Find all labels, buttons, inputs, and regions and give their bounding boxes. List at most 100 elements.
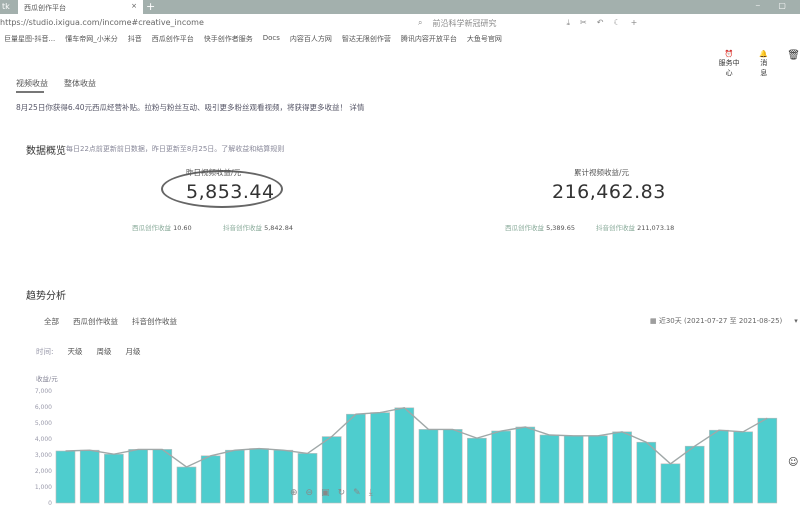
y-tick-label: 6,000 <box>35 404 52 411</box>
bar <box>539 434 560 504</box>
bar <box>442 429 463 504</box>
zoom-out-icon[interactable]: ⊖ <box>305 488 314 498</box>
y-tick-label: 1,000 <box>35 484 52 491</box>
time-granularity: 时间: 天级 周级 月级 <box>36 346 141 357</box>
plus-icon[interactable]: + <box>630 18 638 27</box>
undo-icon[interactable]: ↶ <box>596 18 604 27</box>
bar <box>394 407 415 504</box>
browser-tab-bar <box>0 0 800 14</box>
bar <box>200 455 221 504</box>
total-label: 累计视频收益/元 <box>574 168 630 177</box>
yesterday-label: 昨日视频收益/元 <box>186 168 242 177</box>
browser-search[interactable]: 前沿科学新冠研究 <box>432 19 497 28</box>
trend-title: 趋势分析 <box>26 291 66 302</box>
bar <box>612 431 632 504</box>
bar <box>55 450 76 504</box>
bar <box>225 449 245 504</box>
new-tab-icon[interactable]: + <box>146 0 156 13</box>
bar <box>563 435 584 504</box>
time-week[interactable]: 周级 <box>96 347 112 356</box>
bar <box>684 445 705 504</box>
bar <box>491 430 511 504</box>
service-icon: ⏰ <box>724 50 734 58</box>
zoom-in-icon[interactable]: ⊕ <box>290 488 298 498</box>
bar <box>104 453 124 504</box>
messages-label: 消息 <box>760 59 768 77</box>
browser-tab-prev[interactable]: tk <box>2 2 10 11</box>
browser-tab-active[interactable]: 西瓜创作平台 × <box>18 0 143 14</box>
bar <box>515 426 536 504</box>
tab-title: 西瓜创作平台 <box>24 4 66 12</box>
bar <box>128 449 148 504</box>
bookmark-item[interactable]: 大鱼号官网 <box>466 35 502 43</box>
tab-video-income[interactable]: 视频收益 <box>16 79 48 88</box>
bookmark-item[interactable]: 智达无限创作营 <box>341 35 391 43</box>
bar <box>249 448 269 504</box>
y-tick-label: 3,000 <box>35 452 52 459</box>
bookmark-item[interactable]: 懂车帝网_小米分 <box>65 35 118 43</box>
highlight-ellipse <box>161 170 283 208</box>
bar <box>733 431 753 504</box>
chevron-down-icon: ▾ <box>794 317 798 325</box>
y-tick-label: 5,000 <box>35 420 52 427</box>
messages-button[interactable]: 🔔 消息 <box>758 50 769 78</box>
download-icon[interactable]: ⤓ <box>566 18 571 27</box>
bookmark-item[interactable]: 快手创作者服务 <box>203 35 253 43</box>
bookmark-item[interactable]: 巨量星图-抖音... <box>4 35 56 43</box>
time-month[interactable]: 月级 <box>125 347 141 356</box>
bar <box>176 466 197 504</box>
time-label: 时间: <box>36 347 54 356</box>
bookmark-item[interactable]: 西瓜创作平台 <box>151 35 194 43</box>
chart-toolbar: ⊕ ⊖ ▣ ↻ ✎ ⤓ <box>290 488 373 498</box>
trash-icon[interactable]: 🗑 <box>787 50 800 61</box>
download-icon[interactable]: ⤓ <box>368 488 373 498</box>
active-tab-indicator <box>16 91 44 93</box>
bar <box>418 429 439 504</box>
bookmark-item[interactable]: Docs <box>262 34 280 42</box>
filter-douyin[interactable]: 抖音创作收益 <box>132 317 177 326</box>
browser-toolbar: ⌕ 前沿科学新冠研究 ⤓ ✂ ↶ ☾ + <box>418 18 637 29</box>
pencil-icon[interactable]: ✎ <box>353 488 361 498</box>
scissors-icon[interactable]: ✂ <box>580 18 587 27</box>
bar <box>370 412 390 504</box>
yesterday-xigua: 西瓜创作收益 10.60 <box>132 224 192 232</box>
close-icon[interactable]: × <box>131 2 137 10</box>
filter-xigua[interactable]: 西瓜创作收益 <box>73 317 118 326</box>
overview-subtitle: 每日22点前更新前日数据，昨日更新至8月25日。了解收益和结算规则 <box>66 145 285 153</box>
bookmark-item[interactable]: 腾讯内容开放平台 <box>400 35 457 43</box>
y-axis-label: 收益/元 <box>36 375 58 383</box>
bar <box>709 429 729 504</box>
time-day[interactable]: 天级 <box>67 347 83 356</box>
total-douyin: 抖音创作收益 211,073.18 <box>596 224 675 232</box>
bar <box>636 441 657 504</box>
tab-total-income[interactable]: 整体收益 <box>64 79 96 88</box>
y-tick-label: 2,000 <box>35 468 52 475</box>
reset-icon[interactable]: ▣ <box>321 488 330 498</box>
bell-icon: 🔔 <box>759 50 769 58</box>
search-icon[interactable]: ⌕ <box>418 18 423 27</box>
filter-all[interactable]: 全部 <box>44 317 59 326</box>
date-range-text: 近30天 (2021-07-27 至 2021-08-25) <box>658 317 783 325</box>
moon-icon[interactable]: ☾ <box>613 18 621 27</box>
calendar-icon: ▦ <box>650 317 659 325</box>
service-center-button[interactable]: ⏰ 服务中心 <box>718 50 740 78</box>
bar <box>79 449 100 504</box>
income-tabs: 视频收益 整体收益 <box>16 78 96 89</box>
overview-title: 数据概览 <box>26 146 66 157</box>
y-tick-label: 4,000 <box>35 436 52 443</box>
header-actions: ⏰ 服务中心 🔔 消息 🗑 <box>718 50 800 78</box>
feedback-icon[interactable]: ☺ <box>788 457 799 468</box>
bookmark-item[interactable]: 内容百人方网 <box>289 35 332 43</box>
refresh-icon[interactable]: ↻ <box>337 488 346 498</box>
address-bar[interactable]: https://studio.ixigua.com/income#creativ… <box>0 18 204 27</box>
total-value: 216,462.83 <box>552 181 666 203</box>
bookmark-item[interactable]: 抖音 <box>127 35 142 43</box>
bookmarks-bar: 巨量星图-抖音... 懂车帝网_小米分 抖音 西瓜创作平台 快手创作者服务 Docs 内容百… <box>4 34 502 44</box>
date-range-picker[interactable]: ▦ 近30天 (2021-07-27 至 2021-08-25) ▾ <box>650 316 798 326</box>
service-label: 服务中心 <box>718 59 740 77</box>
bar <box>467 437 487 504</box>
income-chart: 0 1,000 2,000 3,000 4,000 5,000 6,000 7,000 <box>35 388 778 507</box>
notice-text: 8月25日你获得6.40元西瓜经营补贴。拉粉与粉丝互动、吸引更多粉丝观看视频，将… <box>16 103 365 112</box>
window-controls[interactable]: ⎯ ▢ <box>755 1 794 10</box>
yesterday-douyin: 抖音创作收益 5,842.84 <box>223 224 294 232</box>
